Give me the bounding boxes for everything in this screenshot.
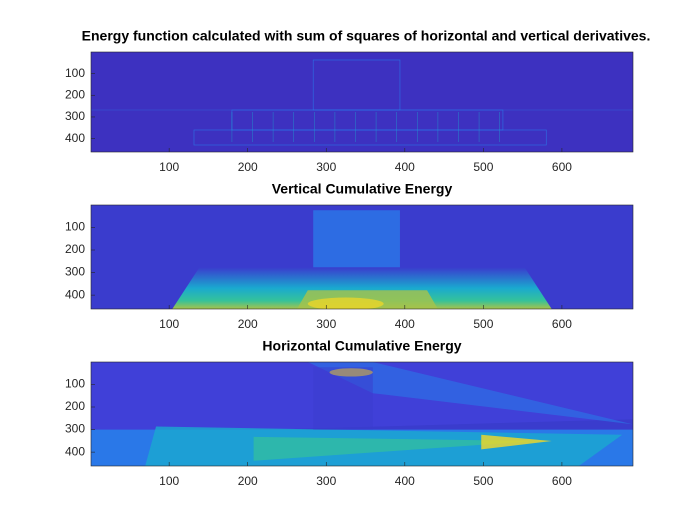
x-tick-label: 100 bbox=[159, 317, 179, 331]
subplot-title: Horizontal Cumulative Energy bbox=[262, 338, 461, 354]
x-tick-label: 500 bbox=[473, 474, 493, 488]
x-tick-label: 100 bbox=[159, 160, 179, 174]
image-background bbox=[91, 52, 633, 152]
x-tick-label: 200 bbox=[238, 474, 258, 488]
axes-box bbox=[90, 51, 634, 153]
y-tick-label: 100 bbox=[65, 377, 85, 391]
subplot: Energy function calculated with sum of s… bbox=[65, 28, 650, 174]
y-tick-label: 200 bbox=[65, 87, 85, 101]
image-region bbox=[307, 362, 633, 425]
subplot-title: Vertical Cumulative Energy bbox=[272, 181, 453, 197]
y-tick-label: 300 bbox=[65, 109, 85, 123]
x-tick-label: 100 bbox=[159, 474, 179, 488]
y-tick-label: 300 bbox=[65, 422, 85, 436]
y-tick-label: 100 bbox=[65, 220, 85, 234]
y-tick-label: 200 bbox=[65, 399, 85, 413]
image-region bbox=[253, 436, 536, 461]
image-edge bbox=[193, 129, 547, 146]
subplot: Horizontal Cumulative Energy 100 200 300 400… bbox=[65, 338, 634, 488]
x-tick-label: 600 bbox=[552, 160, 572, 174]
y-tick-label: 100 bbox=[65, 66, 85, 80]
x-tick-label: 300 bbox=[316, 317, 336, 331]
y-tick-label: 400 bbox=[65, 444, 85, 458]
x-tick-label: 600 bbox=[552, 474, 572, 488]
subplot: Vertical Cumulative Energy 100 200 300 400 50… bbox=[65, 181, 634, 331]
image-region bbox=[307, 297, 384, 309]
x-tick-label: 400 bbox=[395, 317, 415, 331]
x-tick-label: 200 bbox=[238, 160, 258, 174]
x-tick-label: 300 bbox=[316, 160, 336, 174]
image-region bbox=[172, 267, 552, 309]
x-tick-label: 200 bbox=[238, 317, 258, 331]
x-tick-label: 400 bbox=[395, 474, 415, 488]
axes-box bbox=[90, 361, 634, 467]
y-tick-label: 400 bbox=[65, 131, 85, 145]
image bbox=[91, 205, 633, 309]
x-tick-label: 400 bbox=[395, 160, 415, 174]
image bbox=[91, 52, 633, 152]
image-region bbox=[313, 210, 400, 268]
image-region bbox=[313, 367, 373, 430]
x-tick-label: 500 bbox=[473, 160, 493, 174]
y-tick-label: 400 bbox=[65, 287, 85, 301]
subplot-title: Energy function calculated with sum of s… bbox=[82, 28, 651, 44]
image bbox=[91, 362, 633, 466]
axes-box bbox=[90, 204, 634, 310]
x-tick-label: 300 bbox=[316, 474, 336, 488]
y-tick-label: 300 bbox=[65, 265, 85, 279]
x-tick-label: 600 bbox=[552, 317, 572, 331]
x-tick-label: 500 bbox=[473, 317, 493, 331]
image-region bbox=[481, 434, 552, 450]
y-tick-label: 200 bbox=[65, 242, 85, 256]
